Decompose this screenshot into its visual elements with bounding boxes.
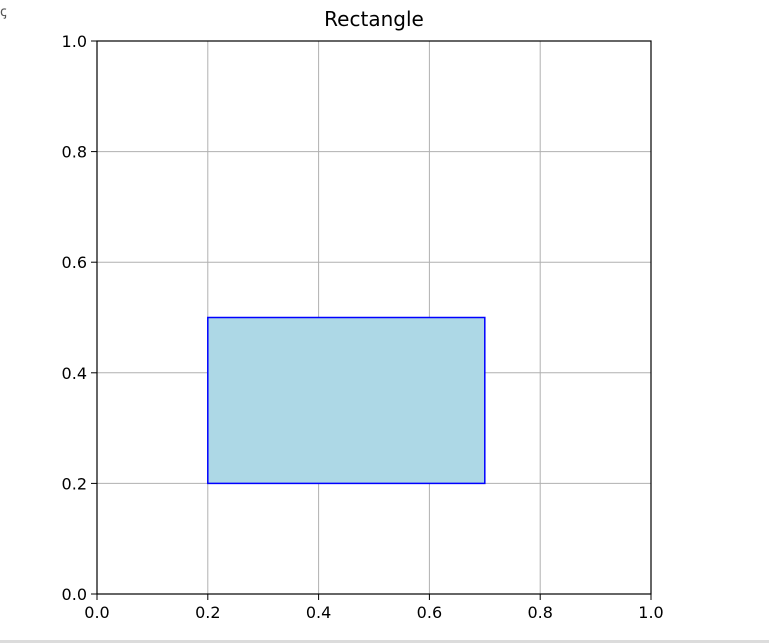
y-tick-label-2: 0.4 [62, 364, 87, 383]
y-tick-label-5: 1.0 [62, 32, 87, 51]
x-tick-label-0: 0.0 [84, 603, 109, 622]
axes-frame [96, 40, 652, 595]
x-tick-label-5: 1.0 [638, 603, 663, 622]
x-tick-label-4: 0.8 [527, 603, 552, 622]
x-tick-label-1: 0.2 [195, 603, 220, 622]
shape-layer [207, 316, 486, 485]
x-tick-label-2: 0.4 [306, 603, 331, 622]
y-tick-label-1: 0.2 [62, 474, 87, 493]
x-axis: 0.0 0.2 0.4 0.6 0.8 1.0 [84, 594, 664, 622]
y-tick-label-0: 0.0 [62, 585, 87, 604]
x-tick-label-3: 0.6 [417, 603, 442, 622]
bottom-strip [0, 640, 769, 643]
rectangle-patch-0 [207, 316, 486, 485]
chart-title: Rectangle [324, 7, 424, 31]
y-tick-label-3: 0.6 [62, 253, 87, 272]
y-axis: 0.0 0.2 0.4 0.6 0.8 1.0 [62, 32, 97, 604]
y-tick-label-4: 0.8 [62, 143, 87, 162]
corner-glyph: ꞔ [0, 4, 7, 20]
